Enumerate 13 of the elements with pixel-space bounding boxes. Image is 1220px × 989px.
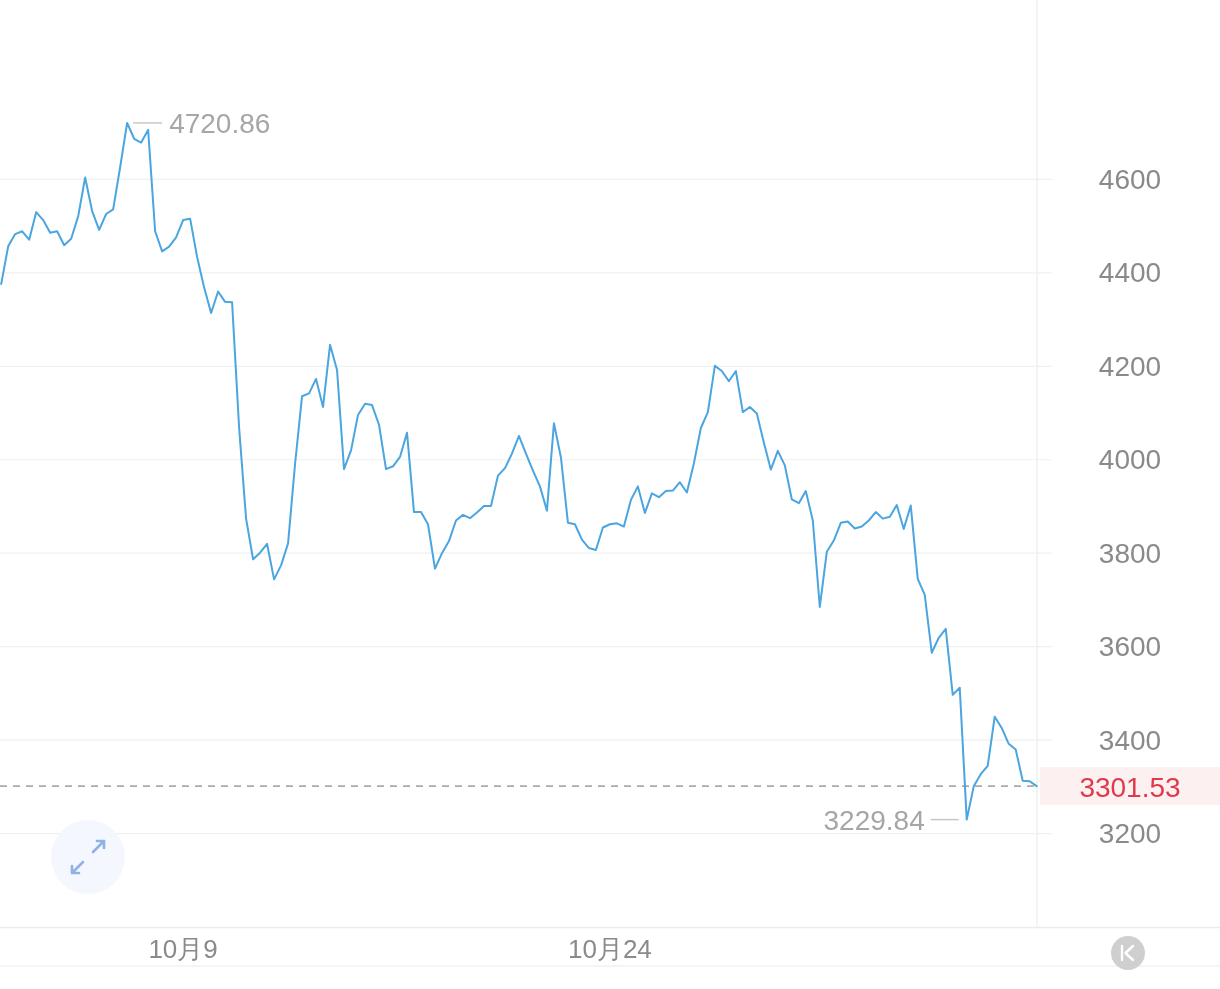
y-tick-label: 3200 [1098,818,1162,850]
y-tick-label: 4200 [1098,350,1162,382]
y-tick-label: 3600 [1098,631,1162,663]
y-tick-label: 4600 [1098,163,1162,195]
annotation: 4720.86 [169,108,271,140]
y-tick-label: 4400 [1098,257,1162,289]
ref-line-label: 3301.53 [1079,771,1181,803]
y-tick-label: 3800 [1098,537,1162,569]
y-tick-label: 4000 [1098,444,1162,476]
x-tick-label: 10月9 [148,934,218,964]
x-tick-label: 10月24 [567,934,652,964]
annotation: 3229.84 [823,805,925,837]
y-tick-label: 3400 [1098,724,1162,756]
